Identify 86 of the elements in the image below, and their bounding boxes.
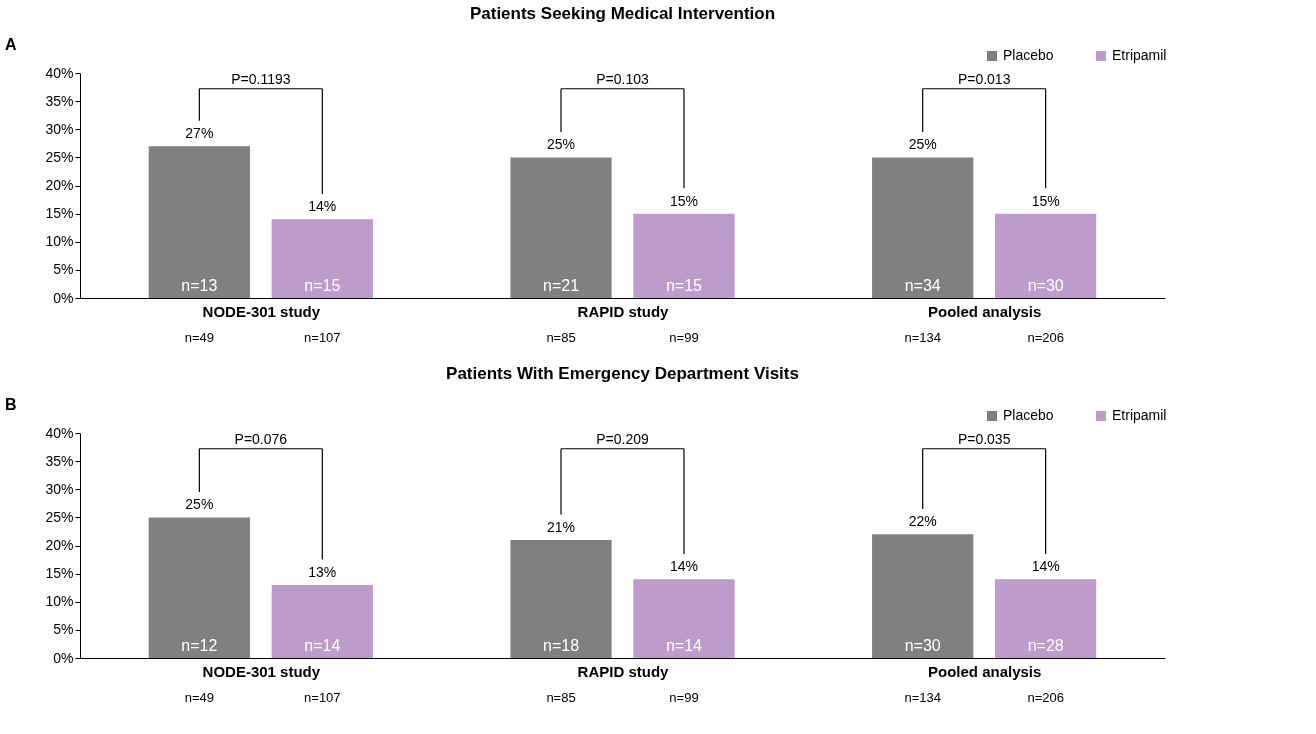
data-label: 14% — [308, 198, 337, 215]
bar — [995, 579, 1097, 658]
annotation: P=0.1193 — [231, 70, 291, 87]
data-label: 25% — [185, 496, 214, 513]
data-label: 22% — [908, 513, 937, 530]
y-tick-label: 15% — [45, 205, 74, 222]
text: n=85 — [546, 330, 576, 345]
annotation: P=0.103 — [596, 70, 649, 87]
text: n=134 — [904, 330, 941, 345]
data-label: 15% — [1031, 192, 1060, 209]
y-tick-label: 0% — [53, 289, 74, 306]
x-tick-label: RAPID study — [577, 662, 670, 680]
y-tick-label: 10% — [45, 233, 74, 250]
data-label: 25% — [908, 136, 937, 153]
annotation: n=15 — [665, 277, 703, 294]
annotation: n=21 — [542, 277, 580, 294]
legend-label: Etripamil — [1112, 407, 1167, 423]
text: n=134 — [904, 690, 941, 705]
data-label: 27% — [185, 125, 214, 142]
annotation: P=0.209 — [596, 430, 649, 447]
y-tick-label: 30% — [45, 480, 74, 497]
data-label: 25% — [547, 136, 576, 153]
text: n=206 — [1027, 330, 1064, 345]
bar — [633, 213, 735, 298]
text: B — [5, 396, 17, 413]
text: n=99 — [669, 690, 699, 705]
annotation: n=30 — [1027, 277, 1064, 294]
bar — [633, 579, 735, 658]
annotation: n=18 — [542, 637, 580, 654]
data-label: 13% — [308, 563, 337, 580]
text: n=107 — [304, 330, 341, 345]
annotation: n=12 — [181, 637, 218, 654]
y-tick-label: 20% — [45, 537, 74, 553]
y-tick-label: 35% — [45, 92, 74, 109]
y-tick-label: 10% — [45, 593, 74, 610]
y-tick-label: 5% — [53, 621, 74, 638]
y-tick-label: 20% — [45, 177, 74, 193]
annotation: n=34 — [904, 277, 941, 294]
data-label: 15% — [669, 192, 698, 209]
bar — [510, 539, 612, 658]
text: n=99 — [669, 330, 699, 345]
y-tick-label: 35% — [45, 452, 74, 469]
annotation: n=28 — [1027, 637, 1064, 654]
annotation: P=0.076 — [234, 430, 288, 447]
bar — [872, 157, 974, 298]
bar — [148, 517, 250, 658]
data-label: 21% — [547, 518, 576, 535]
bar — [271, 584, 373, 658]
data-label: 14% — [669, 558, 698, 575]
annotation: P=0.013 — [957, 70, 1011, 87]
y-tick-label: 15% — [45, 565, 74, 582]
x-tick-label: NODE-301 study — [202, 662, 321, 680]
text: n=49 — [184, 690, 214, 705]
bar — [271, 219, 373, 298]
y-tick-label: 25% — [45, 508, 74, 525]
y-tick-label: 40% — [45, 424, 74, 441]
text: n=85 — [546, 690, 576, 705]
y-tick-label: 40% — [45, 64, 74, 81]
annotation: n=30 — [904, 637, 941, 654]
bar — [995, 213, 1097, 298]
legend-label: Placebo — [1003, 407, 1054, 423]
y-tick-label: 25% — [45, 148, 74, 165]
bar — [872, 534, 974, 658]
annotation: n=14 — [665, 637, 703, 654]
x-tick-label: Pooled analysis — [927, 302, 1042, 320]
text: n=206 — [1027, 690, 1064, 705]
chart-title: Patients Seeking Medical Intervention — [469, 4, 776, 23]
x-tick-label: NODE-301 study — [202, 302, 321, 320]
bar — [148, 146, 250, 298]
x-tick-label: RAPID study — [577, 302, 670, 320]
y-tick-label: 0% — [53, 649, 74, 666]
text: n=107 — [304, 690, 341, 705]
bar — [510, 157, 612, 298]
annotation: n=15 — [304, 277, 341, 294]
annotation: n=13 — [181, 277, 218, 294]
annotation: n=14 — [304, 637, 341, 654]
y-tick-label: 30% — [45, 120, 74, 137]
text: n=49 — [184, 330, 214, 345]
x-tick-label: Pooled analysis — [927, 662, 1042, 680]
data-label: 14% — [1031, 558, 1060, 575]
y-tick-label: 5% — [53, 261, 74, 278]
text: A — [5, 36, 17, 53]
legend-label: Etripamil — [1112, 47, 1167, 63]
annotation: P=0.035 — [957, 430, 1011, 447]
chart-title: Patients With Emergency Department Visits — [446, 364, 799, 383]
legend-label: Placebo — [1003, 47, 1054, 63]
